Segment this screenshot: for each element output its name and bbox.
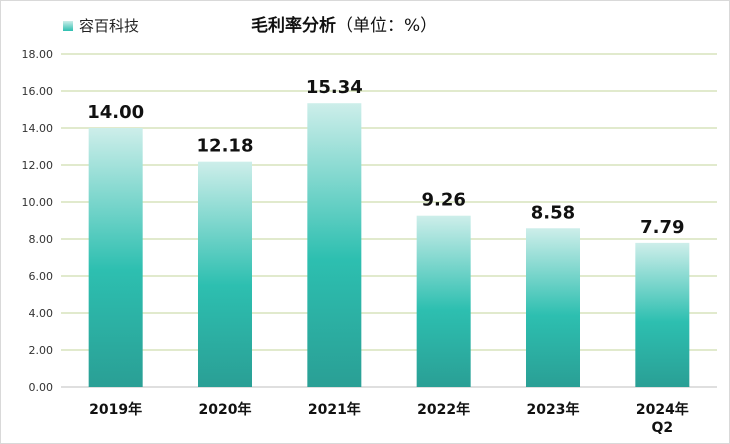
- value-labels: 14.00 12.18 15.34 9.26 8.58 7.79: [87, 77, 684, 238]
- y-tick-label: 18.00: [22, 48, 54, 61]
- legend-swatch: [63, 20, 73, 31]
- x-tick-label: 2024年 Q2: [636, 401, 689, 436]
- x-tick-label: 2020年: [199, 401, 252, 418]
- y-axis-ticks: 0.00 2.00 4.00 6.00 8.00 10.00 12.00 14.00 16.00…: [22, 48, 54, 394]
- x-tick-label: 2023年: [527, 401, 580, 418]
- bars: [88, 103, 690, 388]
- value-label: 7.79: [640, 217, 684, 238]
- y-tick-label: 16.00: [22, 85, 54, 98]
- chart-title-main: 毛利率分析: [251, 16, 336, 36]
- value-label: 9.26: [421, 190, 465, 211]
- y-tick-label: 8.00: [29, 233, 54, 246]
- y-tick-label: 0.00: [29, 381, 54, 394]
- legend: 容百科技: [63, 15, 139, 36]
- y-tick-label: 4.00: [29, 307, 54, 320]
- y-tick-label: 10.00: [22, 196, 54, 209]
- bar: [198, 161, 252, 387]
- bar: [88, 128, 143, 387]
- chart-title: 毛利率分析（单位：%）: [251, 11, 437, 36]
- y-tick-label: 6.00: [29, 270, 54, 283]
- value-label: 8.58: [531, 202, 575, 223]
- x-tick-label: 2019年: [89, 401, 142, 418]
- legend-label: 容百科技: [79, 17, 140, 35]
- y-tick-label: 12.00: [22, 159, 54, 172]
- value-label: 12.18: [197, 136, 254, 157]
- gridlines: [61, 53, 717, 388]
- y-tick-label: 14.00: [22, 122, 54, 135]
- x-tick-label: 2022年: [417, 401, 470, 418]
- bar: [635, 242, 690, 387]
- x-axis-ticks: 2019年 2020年 2021年 2022年 2023年 2024年 Q2: [89, 401, 689, 436]
- y-tick-label: 2.00: [29, 344, 54, 357]
- bar: [416, 215, 471, 387]
- chart-title-unit: （单位：%）: [336, 16, 438, 36]
- x-tick-label: 2021年: [308, 401, 361, 418]
- bar: [307, 103, 362, 388]
- bar: [526, 228, 580, 387]
- value-label: 14.00: [87, 102, 144, 123]
- value-label: 15.34: [306, 77, 363, 98]
